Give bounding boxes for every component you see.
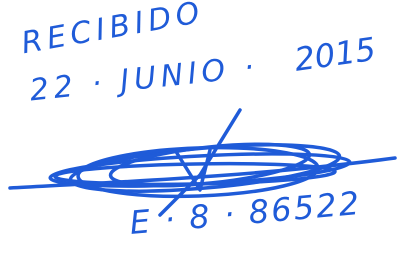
received-stamp: RECIBIDO 2015 22 · JUNIO · E · 8 · 86522 [0, 0, 412, 275]
page: RECIBIDO 2015 22 · JUNIO · E · 8 · 86522… [0, 0, 412, 275]
